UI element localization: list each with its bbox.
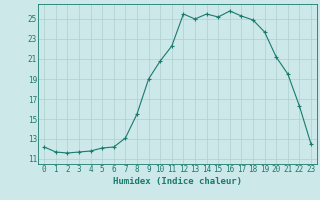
X-axis label: Humidex (Indice chaleur): Humidex (Indice chaleur) xyxy=(113,177,242,186)
